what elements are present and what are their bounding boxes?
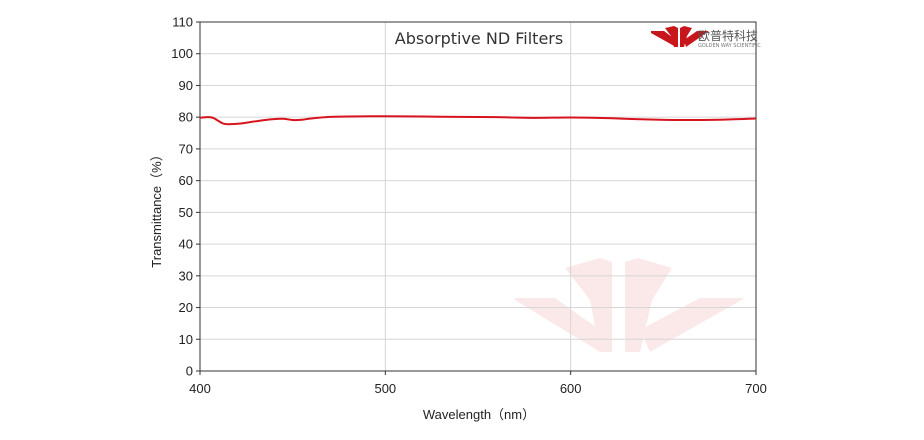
y-axis-ticks: 0 10 20 30 40 50 60 70 80 90 100 110 [171,15,200,379]
watermark-logo [515,258,745,352]
x-tick-label: 600 [560,381,582,396]
y-tick-label: 10 [179,332,193,347]
series-line-0 [199,115,757,126]
chart-title: Absorptive ND Filters [395,29,563,48]
y-tick-label: 110 [172,15,193,30]
y-tick-label: 40 [179,237,193,252]
logo-mark-center-right [680,26,692,47]
brand-logo: 欧普特科技 GOLDEN WAY SCIENTIFIC [651,26,761,49]
logo-english-name: GOLDEN WAY SCIENTIFIC [698,43,761,49]
logo-mark-left [651,31,676,47]
y-tick-label: 0 [186,364,193,379]
plot-area-frame [199,21,757,372]
series-layer [199,115,757,126]
x-tick-label: 700 [745,381,767,396]
logo-chinese-name: 欧普特科技 [698,28,758,43]
x-axis-title: Wavelength（nm） [423,407,535,422]
y-tick-label: 20 [179,300,193,315]
y-tick-label: 60 [179,173,193,188]
y-tick-label: 90 [179,78,193,93]
y-tick-label: 70 [179,141,193,156]
logo-mark-right [684,31,709,47]
y-tick-label: 30 [179,268,193,283]
y-axis-title: Transmittance（%） [149,148,164,267]
y-tick-label: 50 [179,205,193,220]
y-tick-label: 100 [171,46,193,61]
grid-lines [200,22,756,371]
logo-mark-center-left [665,26,678,47]
x-tick-label: 500 [374,381,396,396]
x-tick-label: 400 [189,381,211,396]
x-axis-ticks: 400 500 600 700 [189,371,767,396]
y-tick-label: 80 [179,110,193,125]
